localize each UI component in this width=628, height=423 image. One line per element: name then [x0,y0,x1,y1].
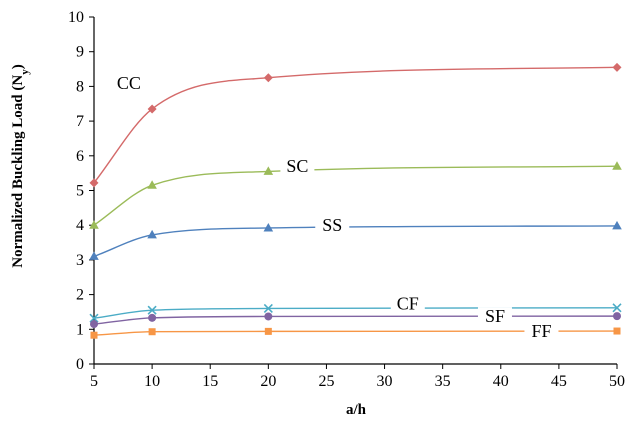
x-tick-label: 35 [435,373,451,390]
data-point-ss [89,251,99,260]
data-point-cf [612,303,622,313]
x-tick-label: 10 [144,373,160,390]
y-tick-label: 5 [76,183,84,200]
data-point-cc [612,62,622,72]
x-tick-label: 50 [609,373,625,390]
series-label-bg [390,294,425,315]
x-tick-label: 20 [260,373,276,390]
data-point-cf [89,313,99,323]
x-axis-title: a/h [346,402,367,418]
data-point-ss [612,220,622,230]
series-lines [93,66,618,336]
series-line-ss [93,225,618,258]
x-tick-label: 15 [202,373,218,390]
data-point-sf [90,320,98,329]
data-point-ff [148,328,156,336]
y-axis-title-main: Normalized Buckling Load (N [10,75,26,268]
series-label-bg [524,322,559,343]
series-label-sf: SF [485,306,505,326]
series-line-cc [93,66,618,184]
series-label-ss: SS [322,215,342,235]
x-tick-label: 45 [551,373,567,390]
y-tick-label: 4 [76,217,84,234]
data-point-ff [264,327,272,335]
series-label-bg [111,73,146,94]
data-point-cf [263,303,273,314]
y-tick-label: 10 [68,9,84,26]
data-point-ss [263,222,274,232]
data-point-cc [89,178,99,188]
data-point-sc [612,161,622,170]
data-point-sc [89,220,99,229]
data-point-sc [263,166,274,175]
x-tick-label: 25 [318,373,334,390]
y-tick-label: 3 [76,252,84,269]
y-tick-label: 2 [76,287,84,304]
y-tick-label: 8 [76,78,84,95]
data-point-sc [147,180,157,189]
data-point-sf [613,312,621,321]
axes [93,17,617,365]
series-markers [89,62,622,339]
y-tick-label: 1 [76,321,84,338]
series-label-ff: FF [531,321,551,341]
data-point-sf [264,312,273,321]
data-point-cc [263,73,273,83]
series-label-bg [477,307,512,328]
data-point-ff [90,331,98,339]
y-tick-label: 9 [76,44,84,61]
series-line-sc [93,165,618,226]
y-axis-title-close: ) [10,64,26,69]
y-tick-label: 0 [76,356,84,373]
data-point-sf [148,313,157,322]
y-tick-label: 6 [76,148,84,165]
y-tick-label: 7 [76,113,84,130]
series-label-cf: CF [397,293,419,313]
series-label-bg [280,157,315,178]
series-labels: CC SC SS CF SF FF [111,73,559,343]
series-label-bg [315,216,350,237]
y-axis-title-sub: y [19,69,31,75]
x-tick-label: 40 [493,373,509,390]
data-point-ff [613,327,621,335]
y-axis-title: Normalized Buckling Load (Ny) [10,64,31,267]
data-point-ss [147,229,157,239]
data-point-cc [147,104,157,114]
x-tick-label: 5 [90,373,98,390]
series-label-cc: CC [117,73,141,93]
x-tick-label: 30 [377,373,393,390]
data-point-cf [147,305,157,315]
series-label-sc: SC [286,156,308,176]
